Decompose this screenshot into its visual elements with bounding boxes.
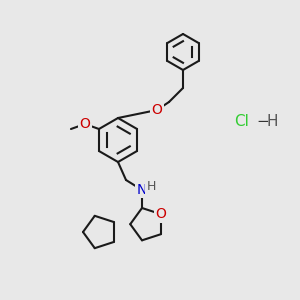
Text: O: O [156,207,167,221]
Text: H: H [146,179,156,193]
Text: H: H [266,115,278,130]
Text: Cl: Cl [235,115,249,130]
Text: −: − [256,115,269,130]
Text: O: O [152,103,162,117]
Text: O: O [80,117,90,131]
Text: N: N [137,183,147,197]
